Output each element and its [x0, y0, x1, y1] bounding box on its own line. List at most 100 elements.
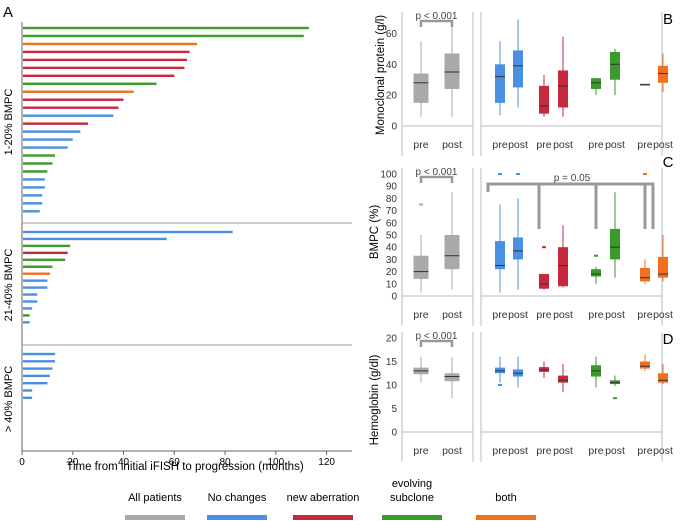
legend-label: both — [495, 492, 516, 504]
legend-label: No changes — [208, 492, 267, 504]
panel-a-bar — [23, 146, 68, 149]
box-x-label: post — [653, 139, 673, 151]
panel-a-bar — [23, 360, 55, 363]
panel-a-bar — [23, 178, 45, 181]
box-iqr — [513, 50, 523, 88]
panel-a-x-tick-label: 80 — [220, 457, 232, 468]
significance-label: p < 0.001 — [416, 331, 458, 342]
panel-a-bar — [23, 352, 55, 356]
significance-label: p < 0.001 — [416, 167, 458, 178]
panel-a-bar — [23, 34, 304, 38]
y-tick-label: 10 — [386, 279, 398, 290]
legend-label: evolving — [392, 478, 432, 490]
panel-a-group-label: 21-40% BMPC — [3, 249, 15, 322]
box-outlier — [594, 254, 598, 257]
legend-label: subclone — [390, 492, 434, 504]
panel-a-bar — [23, 293, 38, 296]
box-x-label: pre — [637, 139, 652, 151]
box-x-label: pre — [413, 139, 428, 151]
y-tick-label: 40 — [386, 60, 398, 71]
panel-a-x-tick-label: 100 — [268, 457, 285, 468]
box-iqr — [558, 375, 568, 383]
significance-bracket — [419, 19, 454, 27]
box-outlier — [498, 173, 502, 175]
panel-a-bar — [23, 82, 157, 85]
box-iqr — [658, 256, 668, 278]
box-x-label: pre — [413, 309, 428, 321]
y-tick-label: 60 — [386, 218, 398, 229]
box-outlier — [516, 173, 520, 175]
box-outlier — [419, 203, 423, 206]
panel-a-bar — [23, 237, 167, 241]
y-tick-label: 20 — [386, 267, 398, 278]
y-tick-label: 20 — [386, 91, 398, 102]
panel-a-bar — [23, 138, 73, 141]
box-iqr — [610, 228, 620, 260]
legend-label: All patients — [128, 492, 182, 504]
panel-a-x-tick-label: 0 — [19, 457, 25, 468]
panel-a-group-label: > 40% BMPC — [3, 366, 15, 432]
box-x-label: post — [605, 309, 625, 321]
box-x-label: pre — [588, 445, 603, 457]
y-tick-label: 0 — [391, 122, 397, 133]
box-x-label: pre — [637, 445, 652, 457]
panel-a-xlabel: Time from initial iFISH to progression (… — [66, 461, 303, 473]
box-x-label: post — [553, 139, 573, 151]
box-x-label: post — [442, 445, 462, 457]
y-tick-label: 80 — [386, 194, 398, 205]
panel-a-plot: 0 20 40 60 80 100 120 1-20% BMPC 21-40% BMPC > 40… — [3, 22, 352, 468]
panel-a-label: A — [3, 4, 13, 21]
y-tick-label: 50 — [386, 231, 398, 242]
panel-a-x-tick-label: 40 — [118, 457, 130, 468]
panel-a-bar — [23, 154, 55, 157]
box-x-label: pre — [492, 139, 507, 151]
panel-a-bar — [23, 194, 43, 197]
box-x-label: pre — [637, 309, 652, 321]
panel-b-ylabel: Monoclonal protein (g/l) — [375, 15, 387, 135]
panel-a-bar — [23, 42, 198, 46]
box-iqr — [495, 241, 505, 270]
legend-swatch — [382, 515, 442, 520]
panel-a-bar — [23, 74, 175, 78]
panel-a-bar — [23, 98, 124, 101]
box-iqr — [444, 53, 460, 89]
panel-a-bar — [23, 265, 53, 268]
panel-a-bar — [23, 50, 190, 54]
box-x-label: post — [553, 309, 573, 321]
panel-a-bar — [23, 122, 88, 125]
box-iqr — [558, 70, 568, 108]
significance-label: p = 0.05 — [554, 173, 591, 184]
panel-d-label: D — [663, 331, 674, 348]
box-x-label: pre — [536, 309, 551, 321]
box-outlier — [542, 246, 546, 249]
y-tick-label: 20 — [386, 334, 398, 345]
legend-swatch — [125, 515, 185, 520]
panel-a-bar — [23, 66, 185, 70]
box-iqr — [413, 255, 429, 279]
panel-a-bar — [23, 26, 309, 30]
panel-a-bar — [23, 58, 187, 62]
box-iqr — [640, 361, 650, 369]
y-tick-label: 0 — [391, 428, 397, 439]
box-outlier — [613, 397, 617, 400]
box-iqr — [610, 51, 620, 80]
box-x-label: pre — [492, 445, 507, 457]
box-x-label: post — [553, 445, 573, 457]
panel-a-x-tick-label: 20 — [67, 457, 79, 468]
legend: All patients No changes new aberration evol… — [125, 478, 536, 520]
panel-a-bar — [23, 258, 66, 261]
panel-a-bar — [23, 396, 33, 399]
significance-bracket — [419, 339, 454, 347]
box-x-label: post — [653, 445, 673, 457]
y-tick-label: 30 — [386, 255, 398, 266]
panel-a-bar — [23, 202, 43, 205]
significance-bracket — [486, 182, 655, 229]
legend-swatch — [293, 515, 353, 520]
legend-swatch — [207, 515, 267, 520]
box-iqr — [658, 65, 668, 83]
panel-a-bar — [23, 114, 114, 117]
panel-a-bar — [23, 367, 53, 370]
